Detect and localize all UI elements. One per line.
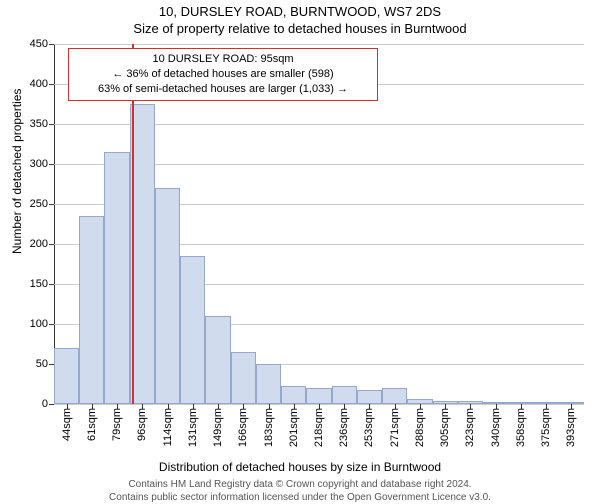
x-axis-label: Distribution of detached houses by size … — [0, 460, 600, 474]
page-title-address: 10, DURSLEY ROAD, BURNTWOOD, WS7 2DS — [0, 4, 600, 19]
xtick-label: 288sqm — [414, 408, 426, 447]
ytick-mark — [49, 204, 54, 205]
ytick-mark — [49, 404, 54, 405]
xtick-label: 131sqm — [187, 408, 199, 447]
footer-copyright-2: Contains public sector information licen… — [0, 491, 600, 504]
histogram-bar — [79, 216, 104, 404]
annotation-line-2: ← 36% of detached houses are smaller (59… — [75, 67, 371, 82]
ytick-label: 200 — [8, 238, 48, 250]
xtick-label: 218sqm — [313, 408, 325, 447]
ytick-label: 50 — [8, 358, 48, 370]
histogram-bar — [357, 390, 382, 404]
ytick-mark — [49, 84, 54, 85]
xtick-label: 149sqm — [212, 408, 224, 447]
annotation-box: 10 DURSLEY ROAD: 95sqm ← 36% of detached… — [68, 48, 378, 101]
histogram-bar — [382, 388, 407, 404]
annotation-line-1: 10 DURSLEY ROAD: 95sqm — [75, 52, 371, 67]
histogram-bar — [180, 256, 205, 404]
ytick-mark — [49, 44, 54, 45]
ytick-mark — [49, 244, 54, 245]
annotation-line-3: 63% of semi-detached houses are larger (… — [75, 82, 371, 97]
xtick-label: 183sqm — [263, 408, 275, 447]
ytick-label: 400 — [8, 78, 48, 90]
ytick-mark — [49, 284, 54, 285]
xtick-label: 114sqm — [162, 408, 174, 446]
histogram-bar — [256, 364, 281, 404]
histogram-chart: 05010015020025030035040045044sqm61sqm79s… — [54, 44, 584, 404]
histogram-bar — [104, 152, 129, 404]
xtick-label: 393sqm — [565, 408, 577, 447]
xtick-label: 166sqm — [237, 408, 249, 447]
xtick-label: 323sqm — [464, 408, 476, 447]
xtick-label: 271sqm — [389, 408, 401, 447]
xtick-label: 358sqm — [515, 408, 527, 447]
ytick-label: 300 — [8, 158, 48, 170]
footer-copyright-1: Contains HM Land Registry data © Crown c… — [0, 478, 600, 491]
histogram-bar — [306, 388, 331, 404]
ytick-mark — [49, 164, 54, 165]
histogram-bar — [54, 348, 79, 404]
ytick-label: 450 — [8, 38, 48, 50]
xtick-label: 253sqm — [363, 408, 375, 447]
xtick-label: 236sqm — [338, 408, 350, 447]
y-axis-label: Number of detached properties — [10, 89, 24, 254]
ytick-label: 250 — [8, 198, 48, 210]
xtick-label: 96sqm — [136, 408, 148, 441]
xtick-label: 79sqm — [111, 408, 123, 441]
ytick-label: 100 — [8, 318, 48, 330]
xtick-label: 201sqm — [288, 408, 300, 447]
histogram-bar — [205, 316, 230, 404]
ytick-mark — [49, 324, 54, 325]
xtick-label: 61sqm — [86, 408, 98, 441]
xtick-label: 305sqm — [439, 408, 451, 447]
histogram-bar — [281, 386, 306, 404]
ytick-label: 0 — [8, 398, 48, 410]
ytick-label: 150 — [8, 278, 48, 290]
histogram-bar — [231, 352, 256, 404]
histogram-bar — [155, 188, 180, 404]
xtick-label: 340sqm — [490, 408, 502, 447]
ytick-label: 350 — [8, 118, 48, 130]
histogram-bar — [332, 386, 357, 404]
xtick-label: 44sqm — [61, 408, 73, 441]
ytick-mark — [49, 124, 54, 125]
page-title-subtitle: Size of property relative to detached ho… — [0, 21, 600, 36]
xtick-label: 375sqm — [540, 408, 552, 447]
